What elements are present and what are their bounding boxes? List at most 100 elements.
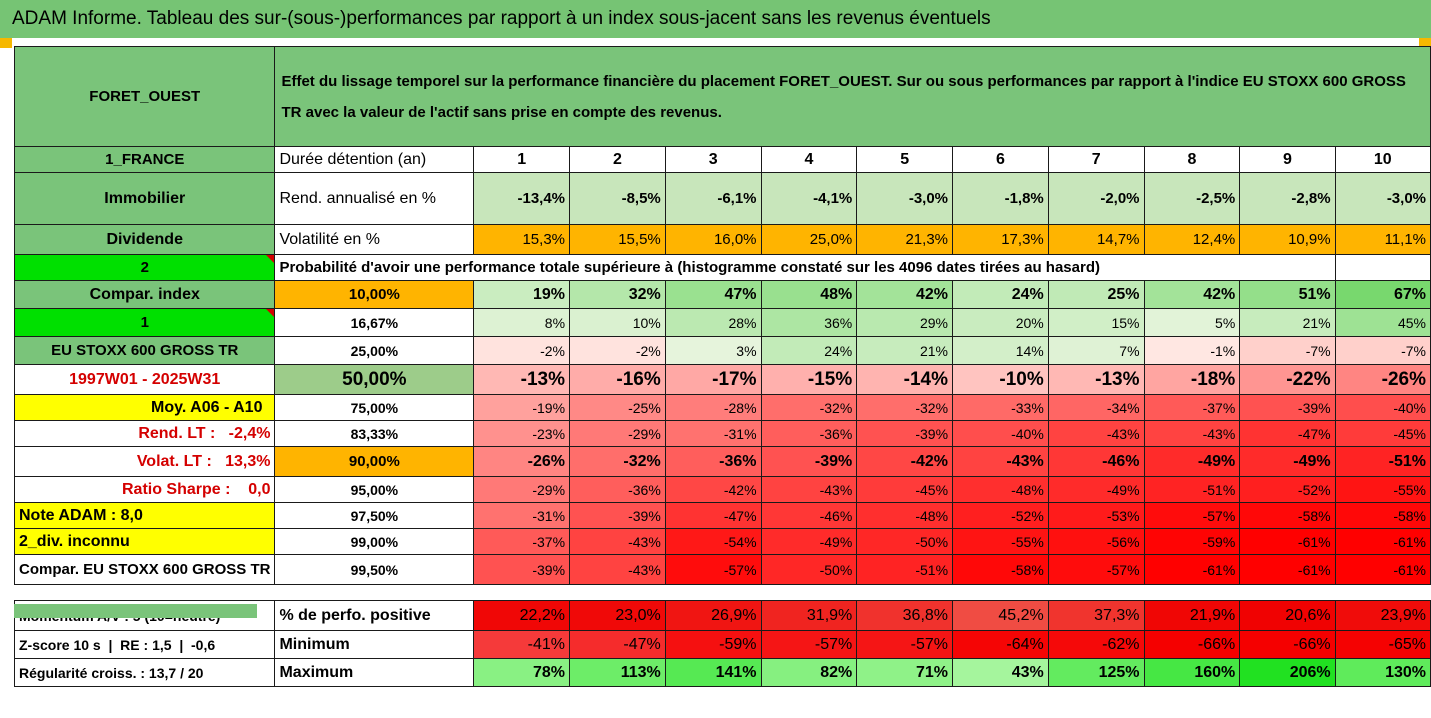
volatility-value: 12,4% [1143, 224, 1241, 255]
quantile-value: -26% [1334, 364, 1431, 395]
quantile-value: -57% [1047, 554, 1145, 585]
quantile-value: -39% [1239, 394, 1336, 421]
performance-table: FORET_OUEST Effet du lissage temporel sur… [13, 46, 1431, 687]
quantile-level: 99,00% [274, 528, 475, 555]
quantile-value: -10% [952, 364, 1049, 395]
quantile-value: 25% [1047, 280, 1145, 309]
maximum-value: 113% [569, 658, 666, 687]
quantile-value: -47% [664, 502, 762, 529]
quantile-level: 10,00% [274, 280, 475, 309]
quantile-value: -48% [856, 502, 954, 529]
quantile-value: -25% [569, 394, 666, 421]
quantile-value: 45% [1334, 308, 1431, 337]
quantile-level: 90,00% [274, 446, 475, 477]
volatility-value: 15,3% [473, 224, 571, 255]
green-spacer [14, 604, 257, 618]
quantile-value: -52% [1239, 476, 1336, 503]
quantile-level: 95,00% [274, 476, 475, 503]
return-value: -2,8% [1239, 172, 1336, 225]
quantile-value: -28% [664, 394, 762, 421]
quantile-value: -34% [1047, 394, 1145, 421]
marker-one: 1 [13, 308, 276, 337]
quantile-row: 1 16,67% 8% 10% 28% 36% 29% 20% 15% 5% 21% 45% [13, 308, 1431, 337]
quantile-value: -32% [856, 394, 954, 421]
quantile-value: -32% [569, 446, 666, 477]
quantile-value: -16% [569, 364, 666, 395]
quantile-value: -53% [1047, 502, 1145, 529]
maximum-row: Régularité croiss. : 13,7 / 20 Maximum 78%… [13, 658, 1431, 687]
quantile-value: -31% [473, 502, 571, 529]
quantile-level: 99,50% [274, 554, 475, 585]
quantile-value: -43% [1143, 420, 1241, 447]
marker-two: 2 [13, 254, 276, 281]
volatility-value: 14,7% [1047, 224, 1145, 255]
rend-lt-label: Rend. LT : -2,4% [13, 420, 276, 447]
quantile-value: -58% [1334, 502, 1431, 529]
quantile-value: 24% [952, 280, 1049, 309]
quantile-value: -43% [760, 476, 858, 503]
quantile-value: 51% [1239, 280, 1336, 309]
minimum-value: -47% [569, 630, 666, 659]
positive-perf-label: % de perfo. positive [274, 600, 475, 631]
quantile-value: -22% [1239, 364, 1336, 395]
maximum-value: 130% [1334, 658, 1431, 687]
quantile-value: -37% [1143, 394, 1241, 421]
quantile-value: -13% [1047, 364, 1145, 395]
quantile-row: Moy. A06 - A10 75,00% -19% -25% -28% -32% -32%… [13, 394, 1431, 421]
quantile-value: -58% [952, 554, 1049, 585]
quantile-value: -36% [569, 476, 666, 503]
quantile-row: Compar. EU STOXX 600 GROSS TR 99,50% -39% -… [13, 554, 1431, 585]
positive-perf-value: 31,9% [760, 600, 858, 631]
quantile-value: -39% [760, 446, 858, 477]
quantile-value: -17% [664, 364, 762, 395]
quantile-value: -26% [473, 446, 571, 477]
quantile-value: -47% [1239, 420, 1336, 447]
quantile-value: -42% [664, 476, 762, 503]
quantile-value: -50% [856, 528, 954, 555]
quantile-value: -48% [952, 476, 1049, 503]
minimum-value: -57% [856, 630, 954, 659]
year-header: 5 [856, 146, 954, 173]
quantile-row: Note ADAM : 8,0 97,50% -31% -39% -47% -46% -48… [13, 502, 1431, 529]
quantile-row: Rend. LT : -2,4% 83,33% -23% -29% -31% -36% -3… [13, 420, 1431, 447]
quantile-value: -52% [952, 502, 1049, 529]
return-value: -2,0% [1047, 172, 1145, 225]
minimum-value: -62% [1047, 630, 1145, 659]
quantile-value: -36% [760, 420, 858, 447]
positive-perf-value: 36,8% [856, 600, 954, 631]
quantile-value: -45% [1334, 420, 1431, 447]
positive-perf-value: 23,9% [1334, 600, 1431, 631]
country-label: 1_FRANCE [13, 146, 276, 173]
zscore-label: Z-score 10 s | RE : 1,5 | -0,6 [13, 630, 276, 659]
return-value: -1,8% [952, 172, 1049, 225]
volat-lt-label: Volat. LT : 13,3% [13, 446, 276, 477]
return-value: -3,0% [1334, 172, 1431, 225]
quantile-value: -2% [569, 336, 666, 365]
quantile-value: -29% [569, 420, 666, 447]
quantile-value: -7% [1334, 336, 1431, 365]
maximum-value: 125% [1047, 658, 1145, 687]
return-value: -6,1% [664, 172, 762, 225]
quantile-value: -61% [1334, 554, 1431, 585]
maximum-label: Maximum [274, 658, 475, 687]
quantile-value: -51% [856, 554, 954, 585]
quantile-level: 97,50% [274, 502, 475, 529]
volatility-value: 21,3% [856, 224, 954, 255]
volatility-value: 15,5% [569, 224, 666, 255]
quantile-value: 28% [664, 308, 762, 337]
quantile-value: 29% [856, 308, 954, 337]
quantile-value: -58% [1239, 502, 1336, 529]
volatility-value: 17,3% [952, 224, 1049, 255]
maximum-value: 206% [1239, 658, 1336, 687]
quantile-value: -23% [473, 420, 571, 447]
quantile-row: Volat. LT : 13,3% 90,00% -26% -32% -36% -39% -… [13, 446, 1431, 477]
minimum-row: Z-score 10 s | RE : 1,5 | -0,6 Minimum -41… [13, 630, 1431, 659]
minimum-value: -65% [1334, 630, 1431, 659]
sharpe-label: Ratio Sharpe : 0,0 [13, 476, 276, 503]
quantile-value: -55% [952, 528, 1049, 555]
maximum-value: 71% [856, 658, 954, 687]
quantile-value: -32% [760, 394, 858, 421]
quantile-row: 1997W01 - 2025W31 50,00% -13% -16% -17% -15% -… [13, 364, 1431, 395]
quantile-value: -37% [473, 528, 571, 555]
